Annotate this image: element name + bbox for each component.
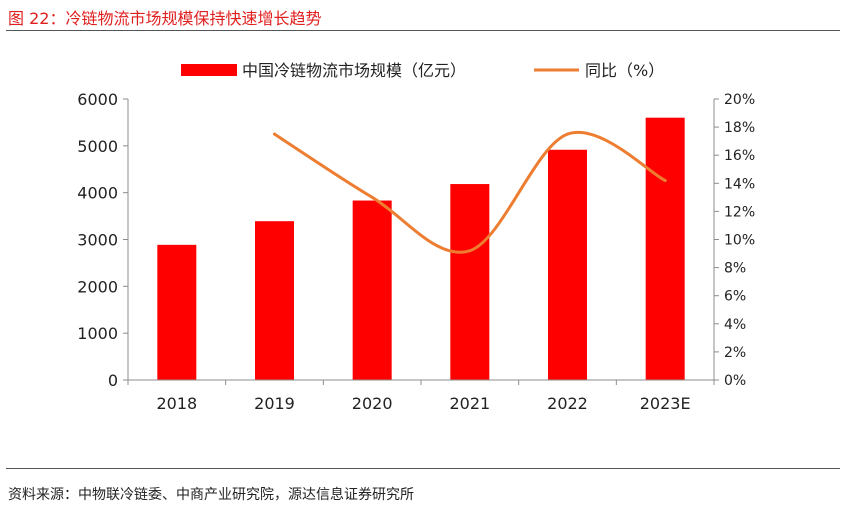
left-tick-label: 0 xyxy=(108,371,118,390)
line-point-2021 xyxy=(468,249,472,253)
left-tick-label: 6000 xyxy=(77,90,118,109)
right-tick-label: 10% xyxy=(724,233,755,249)
line-point-2020 xyxy=(370,195,374,199)
left-tick-label: 1000 xyxy=(77,324,118,343)
bar-2023E xyxy=(645,117,685,381)
x-tick-label: 2019 xyxy=(254,394,295,413)
right-tick-label: 4% xyxy=(724,317,746,333)
left-tick-label: 2000 xyxy=(77,277,118,296)
right-tick-label: 20% xyxy=(724,92,755,108)
top-rule xyxy=(6,30,840,31)
legend: 中国冷链物流市场规模（亿元） 同比（%） xyxy=(181,61,664,80)
bar-2018 xyxy=(157,244,197,380)
x-tick-label: 2021 xyxy=(449,394,490,413)
right-tick-label: 18% xyxy=(724,120,755,136)
source-note: 资料来源：中物联冷链委、中商产业研究院，源达信息证券研究所 xyxy=(8,487,414,503)
bar-2021 xyxy=(450,184,490,380)
legend-label-line: 同比（%） xyxy=(585,61,664,80)
x-tick-label: 2018 xyxy=(156,394,197,413)
legend-swatch-bar xyxy=(181,64,237,76)
legend-label-bar: 中国冷链物流市场规模（亿元） xyxy=(242,61,466,80)
bars-group xyxy=(157,117,685,381)
x-tick-label: 2022 xyxy=(547,394,588,413)
line-point-2022 xyxy=(566,132,569,136)
right-tick-label: 6% xyxy=(724,289,746,305)
line-series-group xyxy=(273,130,667,254)
right-tick-label: 2% xyxy=(724,345,746,361)
figure-title: 图 22：冷链物流市场规模保持快速增长趋势 xyxy=(8,9,322,28)
right-tick-label: 0% xyxy=(724,373,746,389)
line-point-2023E xyxy=(663,178,667,182)
left-tick-label: 4000 xyxy=(77,184,118,203)
right-tick-label: 8% xyxy=(724,261,746,277)
bottom-rule xyxy=(6,468,840,469)
left-tick-label: 5000 xyxy=(77,137,118,156)
right-tick-label: 14% xyxy=(724,176,755,192)
bar-2019 xyxy=(255,221,294,380)
right-tick-label: 12% xyxy=(724,204,755,220)
x-tick-label: 2020 xyxy=(352,394,393,413)
axes-group: 0 1000 2000 3000 4000 5000 6000 0% 2% 4% 6% 8% 10% 12… xyxy=(77,90,755,413)
left-tick-label: 3000 xyxy=(77,231,118,250)
bar-2020 xyxy=(352,200,392,380)
x-tick-label: 2023E xyxy=(640,394,691,413)
line-point-2019 xyxy=(273,132,276,136)
right-tick-label: 16% xyxy=(724,148,755,164)
bar-2022 xyxy=(548,149,587,380)
